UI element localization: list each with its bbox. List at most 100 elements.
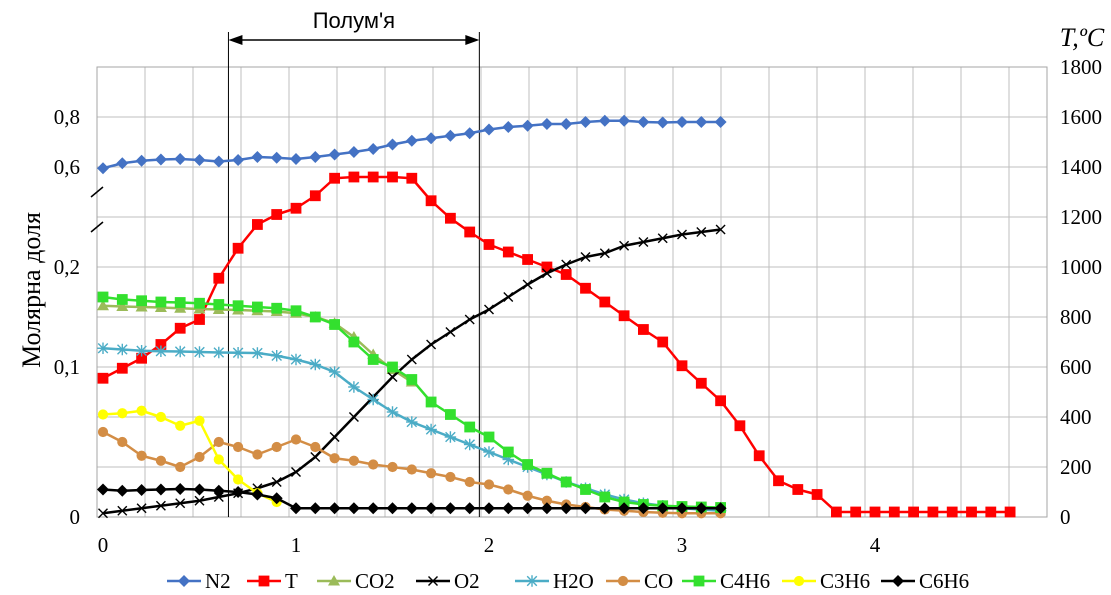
point-n2 xyxy=(676,116,688,128)
point-c6h6 xyxy=(560,502,573,515)
point-co2 xyxy=(135,301,148,312)
point-co xyxy=(348,455,359,466)
point-n2 xyxy=(540,118,553,130)
point-o2 xyxy=(619,240,630,251)
legend-item-c3h6: C3H6 xyxy=(782,569,870,593)
legend-label-co: CO xyxy=(644,569,673,593)
axis-break-mark xyxy=(90,221,104,233)
point-o2 xyxy=(213,492,224,502)
point-c4h6 xyxy=(136,295,147,307)
point-h2o xyxy=(290,353,302,366)
point-o2 xyxy=(348,412,359,422)
point-c3h6 xyxy=(155,411,166,423)
legend-label-n2: N2 xyxy=(205,569,231,593)
x-tick-label: 2 xyxy=(484,533,495,557)
point-co xyxy=(483,479,495,490)
right-y-tick-label: 1200 xyxy=(1060,205,1102,229)
point-o2 xyxy=(155,500,166,511)
point-n2 xyxy=(212,155,225,168)
point-c6h6 xyxy=(463,502,476,515)
point-o2 xyxy=(657,233,668,244)
series-o2 xyxy=(98,224,726,519)
point-t xyxy=(348,171,360,183)
point-c6h6 xyxy=(540,502,553,515)
point-c6h6 xyxy=(598,502,611,515)
point-o2 xyxy=(580,252,591,262)
point-o2 xyxy=(561,259,572,270)
point-o2 xyxy=(136,503,147,514)
point-o2 xyxy=(175,498,186,509)
point-c4h6 xyxy=(387,361,398,373)
point-t xyxy=(174,322,186,334)
point-t xyxy=(194,314,205,325)
left-y-axis-tick-labels: 0 0,1 0,2 0,6 0,8 xyxy=(54,105,80,529)
point-n2 xyxy=(405,134,418,147)
right-y-axis-title: T,ºC xyxy=(1060,23,1105,52)
point-t xyxy=(985,506,997,518)
point-t xyxy=(908,506,919,518)
point-c4h6 xyxy=(580,484,591,495)
point-n2 xyxy=(502,121,515,133)
point-n2 xyxy=(97,162,109,175)
point-h2o xyxy=(425,423,437,436)
point-co xyxy=(329,453,340,464)
series-line-c3h6 xyxy=(102,409,278,504)
point-t xyxy=(811,489,823,500)
point-o2 xyxy=(464,314,475,325)
point-h2o xyxy=(367,393,379,406)
point-t xyxy=(869,506,881,518)
point-c3h6 xyxy=(117,408,128,419)
point-c6h6 xyxy=(386,502,399,515)
point-t xyxy=(406,172,418,184)
point-c6h6 xyxy=(444,502,457,515)
legend-label-c6h6: C6H6 xyxy=(919,569,969,593)
point-t xyxy=(502,246,514,258)
series-c4h6 xyxy=(97,291,726,513)
point-h2o xyxy=(97,342,109,355)
x-tick-label: 3 xyxy=(677,533,688,557)
point-n2 xyxy=(483,123,495,136)
point-t xyxy=(618,310,630,322)
point-n2 xyxy=(309,151,322,163)
point-c4h6 xyxy=(618,496,630,508)
point-t xyxy=(753,450,765,462)
series-line-c4h6 xyxy=(102,295,721,509)
point-c6h6 xyxy=(425,502,438,515)
point-co xyxy=(233,441,244,453)
point-co xyxy=(503,484,514,495)
flame-arrow-right-head xyxy=(465,35,480,45)
point-c6h6 xyxy=(212,484,225,497)
point-o2 xyxy=(484,304,494,315)
right-y-tick-label: 1600 xyxy=(1060,105,1102,129)
legend-label-co2: CO2 xyxy=(355,569,395,593)
point-c4h6 xyxy=(348,336,360,348)
point-n2 xyxy=(251,151,264,163)
legend-label-c4h6: C4H6 xyxy=(720,569,770,593)
flame-arrow-left-head xyxy=(228,35,243,45)
legend-item-t: T xyxy=(247,569,298,593)
point-h2o xyxy=(406,416,418,428)
point-co xyxy=(522,490,533,501)
point-c6h6 xyxy=(579,502,592,515)
point-t xyxy=(213,272,225,284)
legend-label-h2o: H2O xyxy=(553,569,594,593)
point-t xyxy=(464,226,476,238)
x-tick-label: 4 xyxy=(870,533,881,557)
point-co xyxy=(252,449,263,460)
point-t xyxy=(946,506,958,518)
point-n2 xyxy=(328,148,341,161)
point-co xyxy=(97,426,109,438)
x-tick-label: 1 xyxy=(291,533,302,557)
point-c6h6 xyxy=(309,502,322,515)
point-co xyxy=(194,451,205,463)
point-h2o xyxy=(193,346,206,358)
chart-legend: N2 T CO2 O2 H2O CO C4H6 C3H6 C6H6 xyxy=(167,569,969,593)
point-n2 xyxy=(193,154,206,166)
point-c4h6 xyxy=(445,409,456,420)
point-n2 xyxy=(463,127,476,140)
left-y-tick-label: 0,2 xyxy=(54,255,80,279)
point-o2 xyxy=(638,237,649,247)
point-c6h6 xyxy=(695,502,708,515)
point-c3h6 xyxy=(233,474,244,485)
